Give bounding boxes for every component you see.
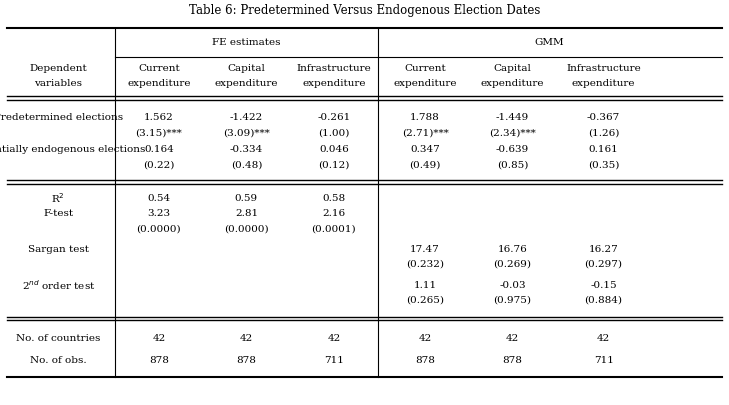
Text: 2$^{nd}$ order test: 2$^{nd}$ order test [22, 279, 95, 292]
Text: 711: 711 [593, 356, 614, 365]
Text: (0.85): (0.85) [496, 161, 529, 170]
Text: Infrastructure: Infrastructure [297, 64, 371, 73]
Text: expenditure: expenditure [480, 79, 545, 87]
Text: (0.269): (0.269) [494, 260, 531, 269]
Text: R$^{2}$: R$^{2}$ [52, 192, 65, 205]
Text: 0.59: 0.59 [235, 194, 258, 203]
Text: -0.261: -0.261 [317, 113, 351, 122]
Text: (0.884): (0.884) [585, 296, 623, 305]
Text: expenditure: expenditure [302, 79, 366, 87]
Text: (0.232): (0.232) [406, 260, 444, 269]
Text: 0.046: 0.046 [319, 145, 348, 154]
Text: 1.562: 1.562 [144, 113, 174, 122]
Text: expenditure: expenditure [214, 79, 278, 87]
Text: (0.48): (0.48) [230, 161, 262, 170]
Text: (3.09)***: (3.09)*** [223, 128, 270, 137]
Text: (0.0000): (0.0000) [136, 224, 182, 233]
Text: 0.347: 0.347 [410, 145, 440, 154]
Text: (0.297): (0.297) [585, 260, 623, 269]
Text: Potentially endogenous elections: Potentially endogenous elections [0, 145, 145, 154]
Text: (2.71)***: (2.71)*** [402, 128, 448, 137]
Text: 878: 878 [502, 356, 523, 365]
Text: (0.0000): (0.0000) [224, 224, 269, 233]
Text: (0.35): (0.35) [588, 161, 620, 170]
Text: -0.367: -0.367 [587, 113, 620, 122]
Text: F-test: F-test [43, 209, 74, 218]
Text: 878: 878 [149, 356, 169, 365]
Text: (0.265): (0.265) [406, 296, 444, 305]
Text: -0.03: -0.03 [499, 281, 526, 290]
Text: Capital: Capital [227, 64, 265, 73]
Text: expenditure: expenditure [393, 79, 457, 87]
Text: 16.76: 16.76 [498, 245, 527, 254]
Text: (0.12): (0.12) [318, 161, 350, 170]
Text: 3.23: 3.23 [147, 209, 171, 218]
Text: No. of obs.: No. of obs. [30, 356, 87, 365]
Text: 0.164: 0.164 [144, 145, 174, 154]
Text: 878: 878 [415, 356, 435, 365]
Text: -0.639: -0.639 [496, 145, 529, 154]
Text: 0.54: 0.54 [147, 194, 171, 203]
Text: Infrastructure: Infrastructure [566, 64, 641, 73]
Text: -1.449: -1.449 [496, 113, 529, 122]
Text: 0.161: 0.161 [589, 145, 618, 154]
Text: (2.34)***: (2.34)*** [489, 128, 536, 137]
Text: Current: Current [138, 64, 180, 73]
Text: 2.16: 2.16 [322, 209, 346, 218]
Text: (1.00): (1.00) [318, 128, 350, 137]
Text: expenditure: expenditure [127, 79, 191, 87]
Text: 42: 42 [152, 334, 165, 343]
Text: 711: 711 [324, 356, 344, 365]
Text: 1.788: 1.788 [410, 113, 440, 122]
Text: Predetermined elections: Predetermined elections [0, 113, 123, 122]
Text: Sargan test: Sargan test [28, 245, 89, 254]
Text: 0.58: 0.58 [322, 194, 346, 203]
Text: 17.47: 17.47 [410, 245, 440, 254]
Text: Dependent: Dependent [29, 64, 87, 73]
Text: Table 6: Predetermined Versus Endogenous Election Dates: Table 6: Predetermined Versus Endogenous… [189, 4, 540, 17]
Text: 42: 42 [327, 334, 340, 343]
Text: (3.15)***: (3.15)*** [136, 128, 182, 137]
Text: 1.11: 1.11 [413, 281, 437, 290]
Text: 16.27: 16.27 [589, 245, 618, 254]
Text: -0.334: -0.334 [230, 145, 263, 154]
Text: -1.422: -1.422 [230, 113, 263, 122]
Text: 42: 42 [506, 334, 519, 343]
Text: expenditure: expenditure [572, 79, 636, 87]
Text: (1.26): (1.26) [588, 128, 620, 137]
Text: No. of countries: No. of countries [16, 334, 101, 343]
Text: 42: 42 [418, 334, 432, 343]
Text: GMM: GMM [535, 38, 564, 47]
Text: Capital: Capital [494, 64, 531, 73]
Text: (0.0001): (0.0001) [311, 224, 356, 233]
Text: (0.22): (0.22) [143, 161, 175, 170]
Text: Current: Current [404, 64, 446, 73]
Text: variables: variables [34, 79, 82, 87]
Text: 2.81: 2.81 [235, 209, 258, 218]
Text: FE estimates: FE estimates [212, 38, 281, 47]
Text: (0.975): (0.975) [494, 296, 531, 305]
Text: (0.49): (0.49) [409, 161, 441, 170]
Text: 878: 878 [236, 356, 257, 365]
Text: 42: 42 [597, 334, 610, 343]
Text: 42: 42 [240, 334, 253, 343]
Text: -0.15: -0.15 [590, 281, 617, 290]
